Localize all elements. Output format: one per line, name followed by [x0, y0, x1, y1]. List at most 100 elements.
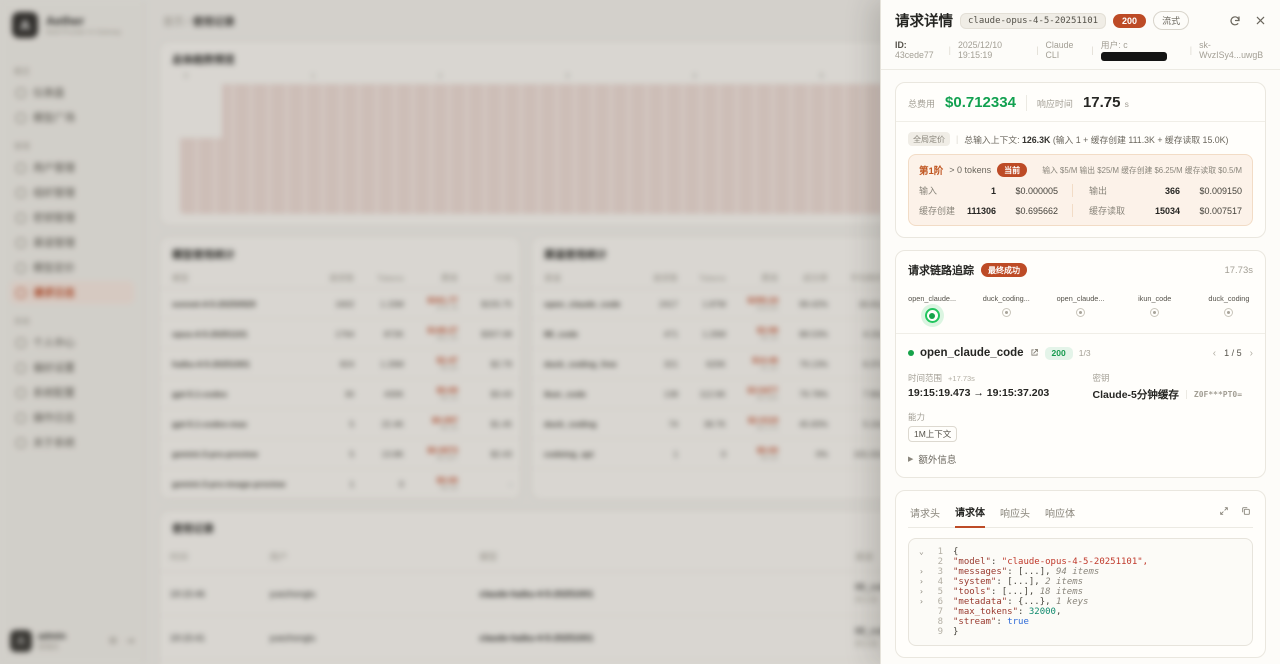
- payload-tab[interactable]: 请求头: [910, 508, 940, 520]
- user-role: 管理员: [38, 643, 59, 651]
- heatmap-empty-region: [180, 84, 222, 138]
- token-stat-cell: 缓存读取 15034 $0.007517: [1089, 205, 1242, 217]
- code-line: 7 "max_tokens": 32000,: [919, 607, 1242, 617]
- col-channel: 渠道: [532, 268, 640, 289]
- sidebar-item[interactable]: 操作日志: [10, 406, 134, 429]
- extra-info-toggle[interactable]: ▶ 额外信息: [908, 455, 957, 467]
- menu-icon: [16, 187, 26, 198]
- collapse-toggle-icon[interactable]: [919, 627, 929, 637]
- sidebar-item[interactable]: 组织管理: [10, 181, 134, 204]
- usage-log-title: 使用记录: [172, 523, 214, 535]
- next-page-icon[interactable]: ›: [1249, 347, 1253, 359]
- table-row[interactable]: duck_coding 74 38.7K $2.0119 ¥0.170 45.83% 5…: [532, 408, 892, 439]
- cost-card: 总费用 $0.712334 响应时间 17.75 s 全局定价 | 总输入上下文…: [895, 82, 1266, 239]
- table-row[interactable]: gemini-3-pro-preview 5 13.8K $0.0073 ¥0.007…: [160, 438, 520, 469]
- sidebar-item-label: 渠道管理: [33, 237, 75, 249]
- app-logo: A Aether Multi-Provider AI Gateway: [10, 12, 134, 38]
- sidebar-user[interactable]: A admin 管理员 ⚙ ⇥: [10, 630, 134, 652]
- settings-icon[interactable]: ⚙: [108, 635, 118, 647]
- expand-triangle-icon: ▶: [908, 456, 914, 464]
- attempt-status-badge: 200: [1044, 346, 1073, 360]
- drawer-header: 请求详情 claude-opus-4-5-20251101 200 流式: [881, 0, 1280, 71]
- trace-node[interactable]: open_claude...: [908, 294, 956, 324]
- col-cost: 费用: [733, 268, 787, 289]
- col-tokens: Tokens: [686, 268, 734, 289]
- trace-result-badge: 最终成功: [981, 263, 1027, 278]
- copy-icon[interactable]: [1241, 503, 1251, 521]
- breadcrumb-home[interactable]: 首页: [163, 16, 184, 28]
- menu-icon: [16, 162, 26, 173]
- sidebar-item[interactable]: 密钥管理: [10, 206, 134, 229]
- menu-icon: [16, 237, 26, 248]
- breadcrumb-current: 使用记录: [192, 16, 235, 28]
- external-link-icon[interactable]: [1030, 344, 1039, 362]
- trend-title: 总体趋势预览: [172, 54, 235, 66]
- refresh-icon[interactable]: [1229, 15, 1241, 27]
- trace-node[interactable]: open_claude...: [1056, 294, 1104, 323]
- table-row[interactable]: 88_code 471 1.26M $3.98 ¥0.35 88.53% 4.15s: [532, 318, 892, 349]
- sidebar-item[interactable]: 模型定价: [10, 256, 134, 279]
- collapse-toggle-icon[interactable]: ›: [919, 587, 924, 597]
- attempt-count: 1/3: [1078, 348, 1091, 359]
- sidebar-item[interactable]: 请求日志: [10, 281, 134, 304]
- trace-node[interactable]: duck_coding: [1205, 294, 1253, 323]
- code-line: 8 "stream": true: [919, 617, 1242, 627]
- col-model: 模型: [160, 268, 315, 289]
- logo-icon: A: [12, 12, 38, 38]
- table-row[interactable]: open_claude_code 2417 1.87M $299.24 ¥29.85 …: [532, 288, 892, 319]
- logout-icon[interactable]: ⇥: [125, 635, 134, 647]
- sidebar-item[interactable]: 关于系统: [10, 431, 134, 454]
- total-cost-value: $0.712334: [945, 94, 1016, 112]
- model-stats-card: 模型使用统计 模型 请求数 Tokens 费用 均摊 son: [159, 236, 521, 500]
- expand-icon[interactable]: [1219, 503, 1229, 521]
- table-row[interactable]: gpt-5.1-codex 30 430K $0.69 ¥0.43 $3.43: [160, 378, 520, 409]
- collapse-toggle-icon[interactable]: [919, 617, 929, 627]
- sidebar-item-label: 模型定价: [33, 262, 75, 274]
- menu-icon: [16, 112, 26, 123]
- table-row[interactable]: sonnet-4-5-20250929 1602 1.15M $341.77 ¥70.…: [160, 288, 520, 319]
- line-number: 1: [937, 547, 943, 558]
- trace-node[interactable]: ikun_code: [1131, 294, 1179, 323]
- table-row[interactable]: gemini-3-pro-image-preview 1 0 $0.00 ¥0.00 …: [160, 468, 520, 499]
- token-stat-cell: 缓存创建 111306 $0.695662: [919, 204, 1074, 218]
- table-row[interactable]: duck_coding_free 321 620K $14.46 ¥1.62 79.1…: [532, 348, 892, 379]
- payload-tab[interactable]: 响应体: [1045, 508, 1075, 520]
- request-detail-drawer: 请求详情 claude-opus-4-5-20251101 200 流式: [880, 0, 1280, 664]
- collapse-toggle-icon[interactable]: ⌄: [919, 547, 924, 557]
- sidebar-item[interactable]: 仪表盘: [10, 81, 134, 104]
- key-hash: Z0F***PT0=: [1185, 390, 1242, 400]
- sidebar-item[interactable]: 偏好设置: [10, 356, 134, 379]
- line-number: 8: [937, 617, 943, 628]
- sidebar-item-label: 个人中心: [33, 337, 75, 349]
- payload-tab[interactable]: 响应头: [1000, 508, 1030, 520]
- prev-page-icon[interactable]: ‹: [1212, 347, 1217, 359]
- sidebar-item[interactable]: 系统配置: [10, 381, 134, 404]
- capability-field: 能力 1M上下文: [908, 411, 1093, 443]
- sidebar-item[interactable]: 渠道管理: [10, 231, 134, 254]
- trace-node-icon: [1150, 308, 1160, 318]
- col-cost: 费用: [411, 268, 466, 289]
- line-number: 6: [937, 597, 943, 608]
- page-indicator: 1 / 5: [1224, 348, 1242, 359]
- collapse-toggle-icon[interactable]: [919, 607, 929, 617]
- table-row[interactable]: ikun_code 138 112.6K $3.5477 ¥0.050 79.78% 7…: [532, 378, 892, 409]
- collapse-toggle-icon[interactable]: [919, 557, 929, 567]
- sidebar-item[interactable]: 模型广场: [10, 106, 134, 129]
- table-row[interactable]: haiku-4-5-20251001 824 1.26M $2.47 ¥0.84 $2…: [160, 348, 520, 379]
- collapse-toggle-icon[interactable]: ›: [919, 567, 924, 577]
- app-name: Aether: [46, 14, 85, 28]
- sidebar-item[interactable]: 个人中心: [10, 331, 134, 354]
- trace-node[interactable]: duck_coding...: [982, 294, 1030, 323]
- menu-icon: [16, 337, 26, 348]
- table-row[interactable]: gpt-5.1-codex-max 5 22.4K $0.097 ¥0.03 $1.4…: [160, 408, 520, 439]
- col-requests: 请求数: [314, 268, 363, 289]
- collapse-toggle-icon[interactable]: ›: [919, 577, 924, 587]
- trace-title: 请求链路追踪: [908, 265, 974, 278]
- close-icon[interactable]: [1255, 15, 1266, 27]
- sidebar-item[interactable]: 用户管理: [10, 156, 134, 179]
- payload-tab[interactable]: 请求体: [955, 502, 985, 529]
- json-viewer: ⌄ 1 { 2 "model": "claude-opus-4-5-202511…: [908, 538, 1253, 647]
- trace-node-icon: [1076, 308, 1085, 318]
- collapse-toggle-icon[interactable]: ›: [919, 597, 924, 607]
- table-row[interactable]: opus-4-5-20251101 1764 872K $148.27 ¥61.45 …: [160, 318, 520, 349]
